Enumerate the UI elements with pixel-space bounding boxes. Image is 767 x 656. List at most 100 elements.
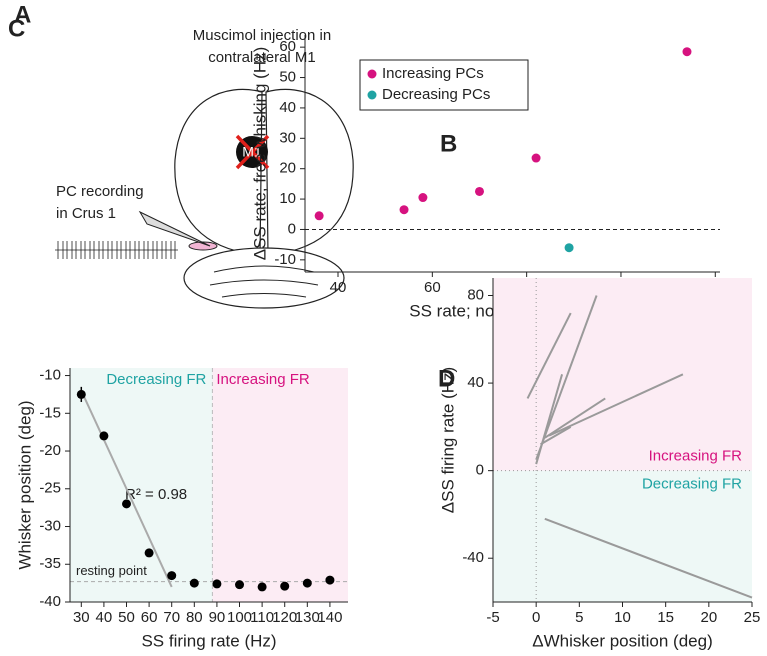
point: [302, 578, 312, 588]
region: [212, 368, 348, 602]
point: [314, 211, 324, 221]
point: [682, 47, 692, 57]
x-tick-label: 110: [250, 609, 274, 626]
x-tick-label: 60: [424, 279, 441, 296]
y-tick-label: 0: [288, 220, 296, 237]
point: [235, 580, 245, 590]
y-tick-label: 40: [279, 99, 296, 116]
point: [212, 579, 222, 589]
point: [474, 186, 484, 196]
region: [493, 470, 752, 602]
region-label: Increasing FR: [216, 371, 310, 388]
brain-hemisphere: [174, 88, 263, 256]
segment: [539, 425, 572, 446]
x-tick-label: 0: [532, 609, 540, 626]
panel-label: B: [440, 130, 457, 157]
x-tick-label: 120: [272, 609, 297, 626]
x-tick-label: 130: [295, 609, 320, 626]
region-label: Increasing FR: [649, 448, 743, 465]
x-tick-label: 20: [700, 609, 717, 626]
recording-label: PC recording: [56, 183, 144, 200]
y-tick-label: -35: [39, 555, 61, 572]
cerebellum-folia: [209, 265, 319, 298]
x-axis-title: SS firing rate (Hz): [141, 631, 276, 650]
brain-hemisphere: [265, 88, 354, 256]
fit-line: [80, 390, 173, 588]
cross: [235, 134, 270, 170]
segment: [535, 374, 564, 465]
spike-trace: [55, 241, 178, 259]
x-axis-title: ΔWhisker position (deg): [532, 631, 712, 650]
panel-label: A: [14, 1, 31, 28]
point: [76, 389, 86, 399]
annotation: R² = 0.98: [125, 486, 187, 503]
y-axis-title: Whisker position (deg): [15, 400, 34, 569]
segment: [544, 517, 753, 599]
region-label: M1: [242, 144, 262, 160]
legend: [359, 59, 529, 111]
x-tick-label: 25: [744, 609, 761, 626]
y-tick-label: 80: [467, 286, 484, 303]
x-tick-label: 80: [186, 609, 203, 626]
region: [493, 278, 752, 471]
point: [280, 581, 290, 591]
electrode: [138, 210, 211, 247]
diagram-title: contralateral M1: [208, 49, 316, 66]
x-tick-label: 140: [317, 609, 342, 626]
diagram-title: Muscimol injection in: [193, 27, 331, 44]
cerebellum: [183, 247, 345, 309]
point: [167, 571, 177, 581]
point: [325, 575, 335, 585]
crus-1: [188, 241, 218, 251]
point: [564, 243, 574, 253]
y-axis-title: ΔSS firing rate (Hz): [438, 367, 457, 513]
y-axis-title: ΔSS rate; free whisking (Hz): [250, 47, 269, 261]
y-tick-label: 10: [279, 190, 296, 207]
point: [144, 548, 154, 558]
point: [122, 499, 132, 509]
panel-label: D: [438, 365, 455, 392]
region-label: Decreasing FR: [106, 371, 206, 388]
panel-label: C: [8, 15, 25, 42]
point: [99, 431, 109, 441]
x-tick-label: -5: [486, 609, 499, 626]
legend-label: Decreasing PCs: [382, 86, 490, 103]
y-tick-label: 0: [476, 462, 484, 479]
x-tick-label: 100: [227, 609, 252, 626]
x-tick-label: 60: [141, 609, 158, 626]
legend-marker: [367, 69, 377, 79]
region-label: Decreasing FR: [642, 476, 742, 493]
y-tick-label: -25: [39, 480, 61, 497]
legend-label: Increasing PCs: [382, 65, 484, 82]
y-tick-label: 40: [467, 374, 484, 391]
y-tick-label: -10: [39, 367, 61, 384]
segment: [544, 397, 606, 439]
y-tick-label: -20: [39, 442, 61, 459]
x-tick-label: 40: [330, 279, 347, 296]
y-tick-label: -30: [39, 517, 61, 534]
x-tick-label: 50: [118, 609, 135, 626]
y-tick-label: -40: [39, 593, 61, 610]
x-tick-label: 5: [575, 609, 583, 626]
point: [399, 205, 409, 215]
point: [531, 153, 541, 163]
panel-a: A Muscimol injection in contralateral M1…: [14, 1, 354, 309]
y-tick-label: 50: [279, 69, 296, 86]
legend-marker: [367, 90, 377, 100]
point: [189, 578, 199, 588]
x-tick-label: 15: [657, 609, 674, 626]
y-tick-label: -10: [274, 251, 296, 268]
y-tick-label: -40: [462, 549, 484, 566]
region: [70, 368, 213, 602]
x-tick-label: 70: [163, 609, 180, 626]
y-tick-label: 30: [279, 129, 296, 146]
panel-d: D Decreasing FR Increasing FR -5 0 5 10 15 20 25 -…: [438, 278, 760, 650]
point: [257, 582, 267, 592]
segment: [526, 312, 572, 399]
x-tick-label: 10: [614, 609, 631, 626]
x-tick-label: 90: [209, 609, 226, 626]
recording-label: in Crus 1: [56, 205, 116, 222]
panel-c: C Decreasing FR Increasing FR resting point…: [8, 15, 348, 650]
y-tick-label: -15: [39, 404, 61, 421]
reference-label: resting point: [76, 563, 147, 578]
